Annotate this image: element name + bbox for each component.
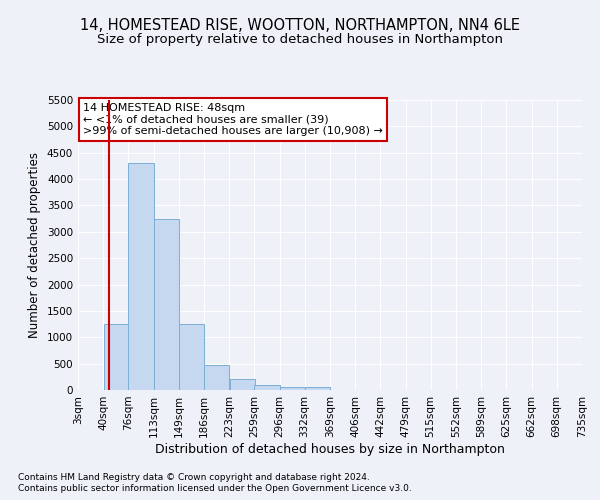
Text: 14 HOMESTEAD RISE: 48sqm
← <1% of detached houses are smaller (39)
>99% of semi-: 14 HOMESTEAD RISE: 48sqm ← <1% of detach…: [83, 103, 383, 136]
Text: 14, HOMESTEAD RISE, WOOTTON, NORTHAMPTON, NN4 6LE: 14, HOMESTEAD RISE, WOOTTON, NORTHAMPTON…: [80, 18, 520, 32]
Bar: [254, 384, 280, 390]
Bar: [154, 218, 179, 390]
Text: Contains public sector information licensed under the Open Government Licence v3: Contains public sector information licen…: [18, 484, 412, 493]
Text: Contains HM Land Registry data © Crown copyright and database right 2024.: Contains HM Land Registry data © Crown c…: [18, 472, 370, 482]
Bar: [179, 324, 204, 390]
X-axis label: Distribution of detached houses by size in Northampton: Distribution of detached houses by size …: [155, 442, 505, 456]
Bar: [305, 388, 330, 390]
Bar: [230, 380, 255, 390]
Text: Size of property relative to detached houses in Northampton: Size of property relative to detached ho…: [97, 32, 503, 46]
Bar: [204, 364, 229, 390]
Bar: [128, 164, 154, 390]
Bar: [104, 324, 129, 390]
Bar: [280, 387, 305, 390]
Y-axis label: Number of detached properties: Number of detached properties: [28, 152, 41, 338]
